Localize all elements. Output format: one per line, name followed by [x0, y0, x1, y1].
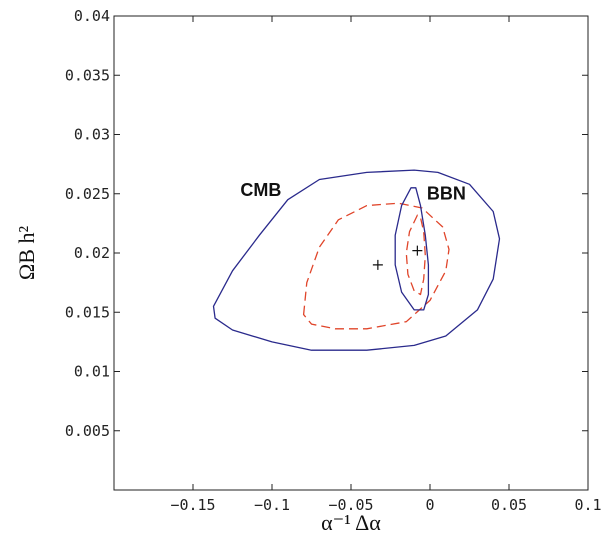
- region-labels: CMB BBN: [240, 180, 465, 204]
- x-axis: −0.15 −0.1 −0.05 0 0.05 0.1: [170, 16, 602, 514]
- y-tick-label: 0.04: [74, 7, 110, 25]
- dashed-contour: [302, 202, 450, 330]
- best-fit-marker: [372, 259, 383, 270]
- x-tick-label: 0.1: [574, 496, 601, 514]
- best-fit-markers: [372, 245, 423, 270]
- dashed-contour: [405, 214, 426, 296]
- y-axis-title: ΩB h²: [14, 226, 39, 281]
- x-tick-label: −0.15: [170, 496, 215, 514]
- y-tick-label: 0.01: [74, 363, 110, 381]
- y-tick-label: 0.015: [65, 303, 110, 321]
- y-tick-label: 0.035: [65, 66, 110, 84]
- y-tick-label: 0.03: [74, 126, 110, 144]
- y-tick-label: 0.02: [74, 244, 110, 262]
- y-tick-label: 0.005: [65, 422, 110, 440]
- x-axis-title: α⁻¹ Δα: [321, 510, 381, 535]
- y-tick-label: 0.025: [65, 185, 110, 203]
- contour-series: [212, 169, 501, 351]
- region-label-cmb: CMB: [240, 180, 281, 200]
- best-fit-marker: [412, 245, 423, 256]
- solid-contour: [394, 187, 430, 311]
- solid-contour: [212, 169, 501, 351]
- x-tick-label: −0.1: [254, 496, 290, 514]
- x-tick-label: 0: [425, 496, 434, 514]
- x-tick-label: −0.05: [328, 496, 373, 514]
- plot-frame: [113, 15, 589, 491]
- region-label-bbn: BBN: [427, 184, 466, 204]
- y-axis: 0.005 0.01 0.015 0.02 0.025 0.03 0.035 0.04: [65, 7, 588, 440]
- x-tick-label: 0.05: [491, 496, 527, 514]
